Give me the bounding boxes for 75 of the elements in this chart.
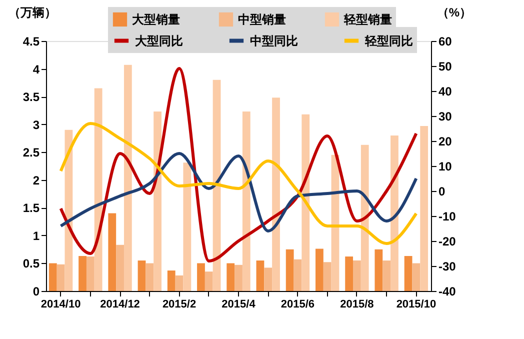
bar bbox=[390, 135, 398, 291]
bar bbox=[323, 262, 332, 291]
y2-tick-label: 40 bbox=[438, 84, 452, 98]
bar bbox=[48, 263, 57, 291]
bar bbox=[197, 263, 205, 291]
y2-tick-label: -40 bbox=[438, 284, 456, 298]
bar bbox=[272, 98, 280, 291]
legend-label: 轻型同比 bbox=[364, 34, 413, 48]
y-tick-label: 1.5 bbox=[22, 201, 40, 216]
y2-tick-label: -20 bbox=[438, 234, 456, 248]
bar bbox=[345, 256, 354, 291]
bar bbox=[124, 64, 132, 291]
y2-tick-label: 30 bbox=[438, 110, 452, 124]
bar bbox=[374, 249, 383, 291]
bar bbox=[94, 88, 102, 291]
legend-label: 中型销量 bbox=[238, 12, 286, 26]
bar bbox=[316, 248, 324, 291]
legend-label: 轻型销量 bbox=[343, 12, 392, 26]
line-series bbox=[59, 152, 418, 232]
y-tick-label: 3 bbox=[32, 118, 40, 132]
bar bbox=[420, 126, 428, 291]
y2-tick-label: 0 bbox=[438, 184, 446, 198]
y2-tick-label: 20 bbox=[438, 134, 452, 148]
x-tick-label: 2015/8 bbox=[340, 298, 374, 310]
y-tick-label: 4.5 bbox=[22, 34, 40, 48]
bar bbox=[234, 264, 242, 291]
y2-tick-label: 60 bbox=[438, 34, 452, 48]
legend-label: 大型同比 bbox=[135, 34, 183, 48]
bar bbox=[183, 162, 192, 291]
y-tick-label: 1 bbox=[32, 228, 40, 243]
bar bbox=[108, 213, 116, 291]
bar bbox=[302, 114, 310, 291]
y-axis-title: （万辆） bbox=[8, 6, 56, 20]
bar bbox=[56, 264, 65, 291]
bar bbox=[167, 270, 176, 291]
legend-label: 大型销量 bbox=[132, 12, 180, 26]
bar bbox=[256, 260, 264, 291]
y-tick-label: 3.5 bbox=[22, 90, 40, 104]
y2-axis-title: （%） bbox=[436, 6, 472, 20]
bar bbox=[382, 260, 391, 291]
bar bbox=[204, 272, 213, 291]
bar bbox=[86, 256, 94, 291]
y-tick-label: 4 bbox=[32, 62, 40, 76]
x-tick-label: 2015/10 bbox=[396, 298, 436, 310]
y2-tick-label: 10 bbox=[438, 160, 452, 174]
y-tick-label: 2.5 bbox=[22, 146, 40, 160]
legend-label: 中型同比 bbox=[250, 34, 298, 48]
bar bbox=[286, 249, 294, 291]
x-tick-label: 2015/2 bbox=[162, 298, 196, 310]
bar bbox=[294, 259, 302, 291]
bar bbox=[78, 256, 86, 291]
x-tick-label: 2014/10 bbox=[40, 298, 81, 310]
bar bbox=[212, 80, 221, 291]
y2-tick-label: 50 bbox=[438, 60, 452, 74]
line-series bbox=[59, 67, 418, 262]
y2-tick-label: -30 bbox=[438, 260, 456, 274]
y-tick-label: 2 bbox=[32, 173, 40, 188]
bar bbox=[146, 263, 154, 291]
bar bbox=[353, 260, 361, 291]
x-tick-label: 2015/4 bbox=[222, 298, 256, 310]
bar bbox=[412, 263, 420, 291]
bar bbox=[264, 268, 272, 291]
bar bbox=[138, 260, 146, 291]
bar bbox=[360, 144, 369, 291]
bar bbox=[404, 256, 412, 291]
bar bbox=[242, 112, 250, 291]
y-tick-label: 0 bbox=[32, 284, 40, 298]
x-tick-label: 2015/6 bbox=[280, 298, 315, 310]
y2-tick-label: -10 bbox=[438, 210, 456, 224]
bar bbox=[116, 244, 124, 291]
x-tick-label: 2014/12 bbox=[100, 298, 140, 310]
y-tick-label: 0.5 bbox=[22, 256, 40, 271]
bar bbox=[226, 263, 235, 291]
line-series bbox=[59, 122, 418, 245]
bar bbox=[175, 275, 184, 291]
